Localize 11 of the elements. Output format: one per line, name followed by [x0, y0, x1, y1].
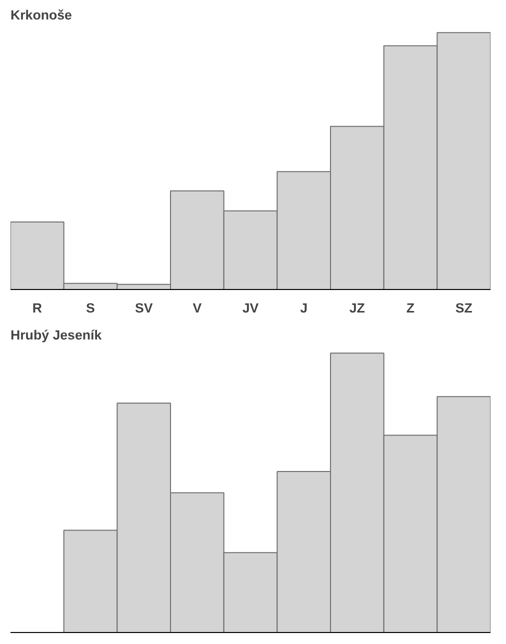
chart-title: Hrubý Jeseník — [10, 328, 102, 342]
x-tick-label: SZ — [455, 300, 472, 316]
chart-title: Krkonoše — [10, 8, 72, 22]
x-tick-label: JV — [242, 300, 259, 316]
x-tick-label: S — [86, 300, 96, 316]
x-tick-label: V — [192, 300, 202, 316]
x-tick-label: SV — [134, 300, 153, 316]
x-tick-label: JZ — [349, 300, 365, 316]
x-tick-label: R — [32, 300, 42, 316]
x-tick-label: Z — [406, 300, 415, 316]
x-tick-label: J — [300, 300, 308, 316]
